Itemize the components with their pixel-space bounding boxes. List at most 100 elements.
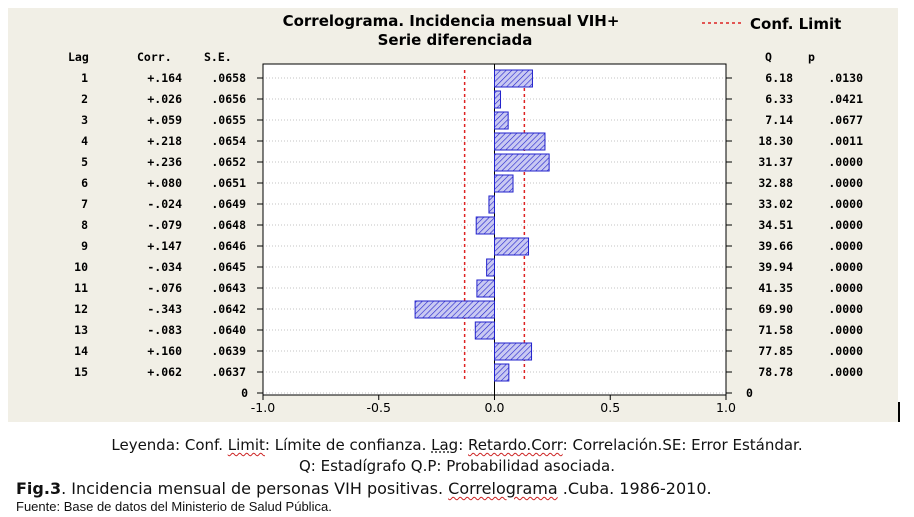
se-value: .0642	[211, 302, 246, 316]
lag-label: 7	[81, 197, 88, 211]
x-tick-label: 1.0	[716, 400, 736, 415]
lag-label: 9	[81, 239, 88, 253]
bar-lag-14	[494, 342, 533, 361]
se-value: .0652	[211, 155, 246, 169]
lag-label: 2	[81, 92, 88, 106]
lag-label: 10	[74, 260, 88, 274]
corr-value: -.083	[147, 323, 182, 337]
lag-label: 4	[81, 134, 88, 148]
p-value: .0000	[828, 239, 863, 253]
p-value: .0000	[828, 344, 863, 358]
lag-label: 14	[74, 344, 88, 358]
lag-label: 1	[81, 71, 88, 85]
se-value: .0639	[211, 344, 246, 358]
zero-row-left-label: 0	[241, 386, 248, 400]
corr-value: +.026	[147, 92, 182, 106]
bar-lag-9	[494, 237, 530, 256]
lag-label: 8	[81, 218, 88, 232]
caption-retardo-word: Retardo.Corr	[468, 436, 563, 454]
lag-label: 11	[74, 281, 88, 295]
se-value: .0654	[211, 134, 246, 148]
bar-lag-1	[494, 69, 533, 88]
corr-value: +.147	[147, 239, 182, 253]
caption-text: Leyenda: Conf.	[111, 436, 228, 454]
figure-caption: Fig.3. Incidencia mensual de personas VI…	[16, 479, 712, 498]
header-p: p	[808, 50, 815, 64]
p-value: .0000	[828, 197, 863, 211]
bar-lag-11	[476, 279, 496, 298]
p-value: .0000	[828, 176, 863, 190]
header-lag: Lag	[68, 50, 89, 64]
se-value: .0658	[211, 71, 246, 85]
x-tick-label: -0.5	[367, 400, 391, 415]
x-tick-label: -1.0	[251, 400, 275, 415]
corr-value: -.034	[147, 260, 182, 274]
q-value: 33.02	[758, 197, 793, 211]
se-value: .0651	[211, 176, 246, 190]
p-value: .0011	[828, 134, 863, 148]
p-value: .0000	[828, 281, 863, 295]
corr-value: +.160	[147, 344, 182, 358]
header-q: Q	[765, 50, 772, 64]
se-value: .0646	[211, 239, 246, 253]
lag-label: 6	[81, 176, 88, 190]
text-cursor	[898, 402, 900, 422]
x-tick-label: 0.5	[600, 400, 620, 415]
chart-title: Correlograma. Incidencia mensual VIH+	[283, 12, 620, 30]
caption-text: .Cuba. 1986-2010.	[557, 479, 712, 498]
lag-label: 3	[81, 113, 88, 127]
caption-text: : Correlación.SE: Error Estándar.	[562, 436, 803, 454]
q-value: 32.88	[758, 176, 793, 190]
q-value: 6.33	[765, 92, 793, 106]
se-value: .0645	[211, 260, 246, 274]
bar-lag-5	[494, 153, 550, 172]
q-value: 6.18	[765, 71, 793, 85]
correlogram-chart: Correlograma. Incidencia mensual VIH+ Se…	[68, 12, 863, 415]
bar-lag-13	[474, 321, 495, 340]
bar-lag-15	[494, 363, 510, 382]
q-value: 69.90	[758, 302, 793, 316]
p-value: .0000	[828, 155, 863, 169]
chart-panel: Correlograma. Incidencia mensual VIH+ Se…	[8, 8, 898, 422]
caption-text: :	[458, 436, 469, 454]
se-value: .0637	[211, 365, 246, 379]
lag-label: 5	[81, 155, 88, 169]
legend-caption-line2: Q: Estadígrafo Q.P: Probabilidad asociad…	[298, 457, 616, 475]
q-value: 39.94	[758, 260, 793, 274]
p-value: .0000	[828, 365, 863, 379]
q-value: 39.66	[758, 239, 793, 253]
p-value: .0677	[828, 113, 863, 127]
se-value: .0649	[211, 197, 246, 211]
bar-lag-10	[486, 258, 495, 277]
corr-value: -.024	[147, 197, 182, 211]
p-value: .0000	[828, 302, 863, 316]
caption-text: : Límite de confianza.	[264, 436, 432, 454]
bar-lag-7	[488, 195, 496, 214]
corr-value: -.343	[147, 302, 182, 316]
bar-lag-8	[475, 216, 495, 235]
caption-text: . Incidencia mensual de personas VIH pos…	[61, 479, 449, 498]
corr-value: +.218	[147, 134, 182, 148]
se-value: .0640	[211, 323, 246, 337]
corr-value: +.236	[147, 155, 182, 169]
header-se: S.E.	[204, 50, 232, 64]
q-value: 41.35	[758, 281, 793, 295]
bar-lag-6	[494, 174, 514, 193]
x-tick-label: 0.0	[485, 400, 505, 415]
source-caption: Fuente: Base de datos del Ministerio de …	[16, 499, 332, 514]
caption-correlograma-word: Correlograma	[448, 479, 558, 498]
bar-lag-4	[494, 132, 546, 151]
p-value: .0000	[828, 218, 863, 232]
zero-row-right-label: 0	[746, 386, 753, 400]
se-value: .0643	[211, 281, 246, 295]
header-corr: Corr.	[137, 50, 172, 64]
p-value: .0421	[828, 92, 863, 106]
legend-label: Conf. Limit	[750, 15, 841, 33]
q-value: 34.51	[758, 218, 793, 232]
p-value: .0000	[828, 323, 863, 337]
caption-lag-word: Lag	[431, 436, 459, 454]
corr-value: +.080	[147, 176, 182, 190]
bar-lag-2	[494, 90, 502, 109]
q-value: 78.78	[758, 365, 793, 379]
corr-value: +.062	[147, 365, 182, 379]
